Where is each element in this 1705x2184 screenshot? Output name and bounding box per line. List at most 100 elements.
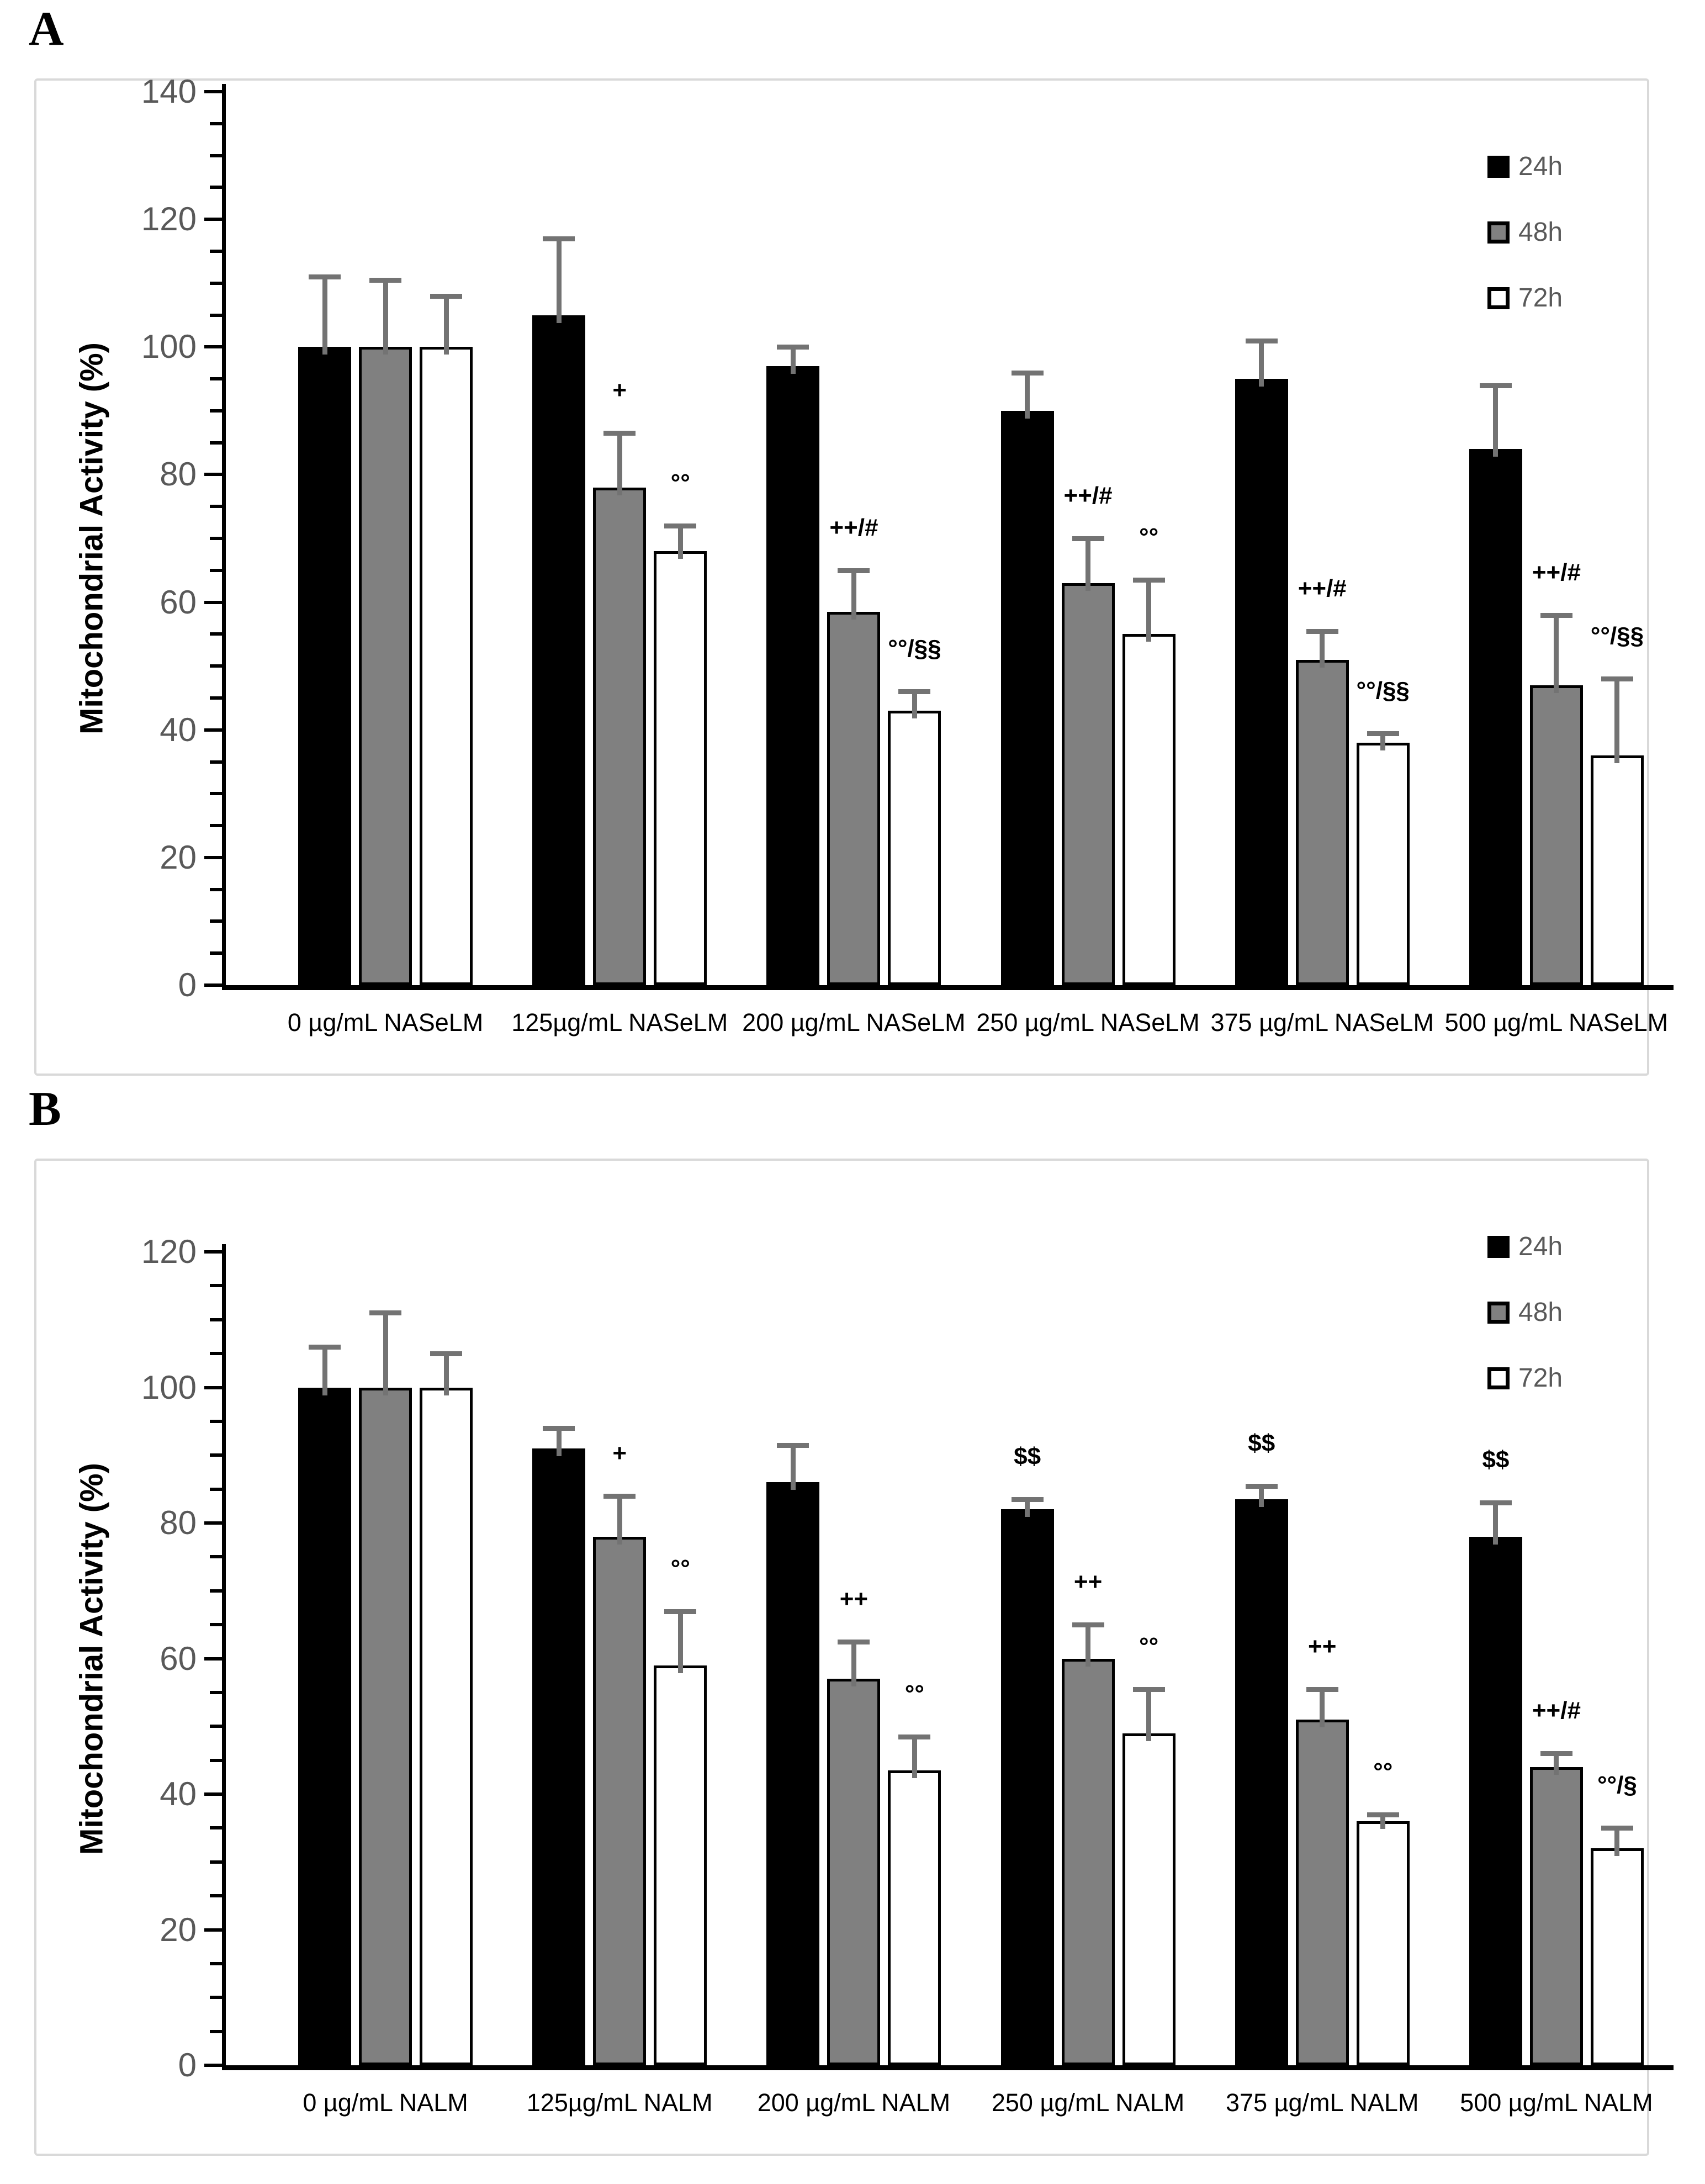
error-bar-line <box>1614 1828 1620 1857</box>
error-bar-line <box>677 525 683 559</box>
x-tick-label: 0 µg/mL NALM <box>303 2088 468 2117</box>
y-minor-tick <box>210 1860 224 1864</box>
error-bar-line <box>912 691 917 719</box>
significance-annotation: °° <box>670 1554 690 1582</box>
error-bar-cap <box>838 1639 870 1644</box>
error-bar-line <box>677 1611 683 1673</box>
error-bar-line <box>851 1641 856 1687</box>
y-major-tick <box>204 1928 224 1932</box>
x-tick-label: 200 µg/mL NALM <box>757 2088 951 2117</box>
significance-annotation: °°/§§ <box>1590 622 1644 650</box>
error-bar-cap <box>369 1310 402 1316</box>
bar-48h <box>359 1387 412 2065</box>
y-tick-label: 100 <box>141 1368 197 1406</box>
error-bar-cap <box>838 568 870 573</box>
significance-annotation: ++/# <box>1532 558 1581 586</box>
error-bar-cap <box>1132 1686 1165 1692</box>
x-tick-label: 375 µg/mL NASeLM <box>1210 1008 1434 1037</box>
error-bar-line <box>1146 580 1152 642</box>
y-minor-tick <box>210 1894 224 1898</box>
error-bar-line <box>322 277 327 355</box>
bar-72h <box>1356 1821 1410 2065</box>
error-bar-cap <box>430 1351 463 1357</box>
bar-48h <box>1529 685 1583 985</box>
y-major-tick <box>204 728 224 732</box>
bar-72h <box>654 1665 707 2065</box>
error-bar-line <box>1025 372 1030 419</box>
y-minor-tick <box>210 154 224 157</box>
error-bar-cap <box>1367 1812 1399 1817</box>
error-bar-cap <box>1072 1622 1104 1628</box>
bar-48h <box>1061 583 1115 985</box>
error-bar-cap <box>898 1734 931 1739</box>
bar-72h <box>888 711 941 985</box>
bar-group: $$ ++/# °°/§ <box>1439 1161 1674 2065</box>
bar-48h <box>827 1679 881 2065</box>
legend-item: 72h <box>1487 1363 1563 1393</box>
y-tick-label: 60 <box>160 583 197 621</box>
error-bar-line <box>443 1353 449 1395</box>
y-minor-tick <box>210 186 224 189</box>
x-tick-label: 500 µg/mL NASeLM <box>1444 1008 1669 1037</box>
y-tick-label: 0 <box>178 966 197 1003</box>
y-major-tick <box>204 2064 224 2067</box>
error-bar-line <box>1086 1625 1091 1667</box>
y-minor-tick <box>210 1996 224 2000</box>
y-minor-tick <box>210 664 224 668</box>
y-minor-tick <box>210 1690 224 1694</box>
legend-item: 72h <box>1487 283 1563 313</box>
y-minor-tick <box>210 1589 224 1593</box>
bar-48h <box>1295 659 1349 985</box>
bar-group: ++/# °°/§§ <box>1439 81 1674 985</box>
bar-group: $$ ++ °° <box>971 1161 1205 2065</box>
y-major-tick <box>204 473 224 477</box>
bar-24h <box>532 1448 586 2065</box>
legend: 24h 48h 72h <box>1487 151 1563 348</box>
y-minor-tick <box>210 377 224 381</box>
y-minor-tick <box>210 1826 224 1830</box>
x-tick-label: 250 µg/mL NASeLM <box>976 1008 1200 1037</box>
significance-annotation: °° <box>670 469 690 496</box>
error-bar-cap <box>1306 1686 1338 1692</box>
bar-24h <box>1469 1536 1522 2065</box>
bar-24h <box>1235 1499 1288 2065</box>
y-minor-tick <box>210 1623 224 1627</box>
legend-label: 24h <box>1518 152 1563 181</box>
legend-swatch-48h <box>1487 221 1510 244</box>
y-tick-label: 120 <box>141 200 197 238</box>
error-bar-line <box>1086 538 1091 591</box>
significance-annotation: °°/§§ <box>888 635 941 663</box>
significance-annotation: $$ <box>1482 1446 1510 1474</box>
y-minor-tick <box>210 632 224 636</box>
error-bar-line <box>1025 1499 1030 1517</box>
error-bar-line <box>322 1346 327 1395</box>
legend-item: 48h <box>1487 1297 1563 1328</box>
legend-item: 24h <box>1487 151 1563 182</box>
legend-swatch-24h <box>1487 1235 1510 1258</box>
error-bar-cap <box>1367 731 1399 736</box>
significance-annotation: ++/# <box>829 514 878 541</box>
y-major-tick <box>204 1521 224 1525</box>
significance-annotation: ++ <box>1308 1632 1337 1660</box>
error-bar-line <box>1259 340 1264 387</box>
y-minor-tick <box>210 1725 224 1728</box>
error-bar-cap <box>309 1344 341 1350</box>
y-major-tick <box>204 600 224 604</box>
significance-annotation: °° <box>1373 1758 1393 1785</box>
error-bar-cap <box>777 345 809 350</box>
bar-72h <box>1122 1733 1176 2065</box>
error-bar-cap <box>1601 676 1633 682</box>
significance-annotation: $$ <box>1248 1429 1275 1457</box>
x-tick-label: 125µg/mL NASeLM <box>511 1008 728 1037</box>
error-bar-cap <box>1132 578 1165 583</box>
bar-48h <box>1529 1767 1583 2065</box>
error-bar-cap <box>1011 370 1044 376</box>
bar-48h <box>593 1536 647 2065</box>
bar-72h <box>888 1770 941 2065</box>
bar-group: ++ °° <box>737 1161 971 2065</box>
error-bar-line <box>617 433 622 495</box>
error-bar-cap <box>543 236 575 241</box>
legend-label: 72h <box>1518 283 1563 313</box>
x-tick-label: 250 µg/mL NALM <box>991 2088 1185 2117</box>
significance-annotation: ++/# <box>1298 574 1347 602</box>
